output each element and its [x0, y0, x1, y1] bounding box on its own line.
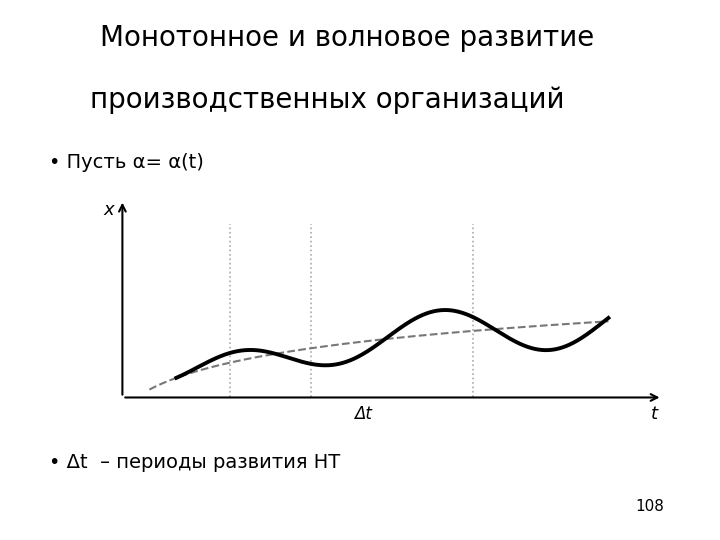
- Text: 108: 108: [636, 499, 665, 514]
- Text: Δt: Δt: [354, 405, 372, 423]
- Text: • Δt  – периоды развития НТ: • Δt – периоды развития НТ: [49, 453, 341, 472]
- Text: Монотонное и волновое развитие: Монотонное и волновое развитие: [100, 24, 595, 52]
- Text: производственных организаций: производственных организаций: [90, 86, 564, 114]
- Text: x: x: [104, 201, 114, 219]
- Text: t: t: [651, 405, 658, 423]
- Text: • Пусть α= α(t): • Пусть α= α(t): [49, 152, 204, 172]
